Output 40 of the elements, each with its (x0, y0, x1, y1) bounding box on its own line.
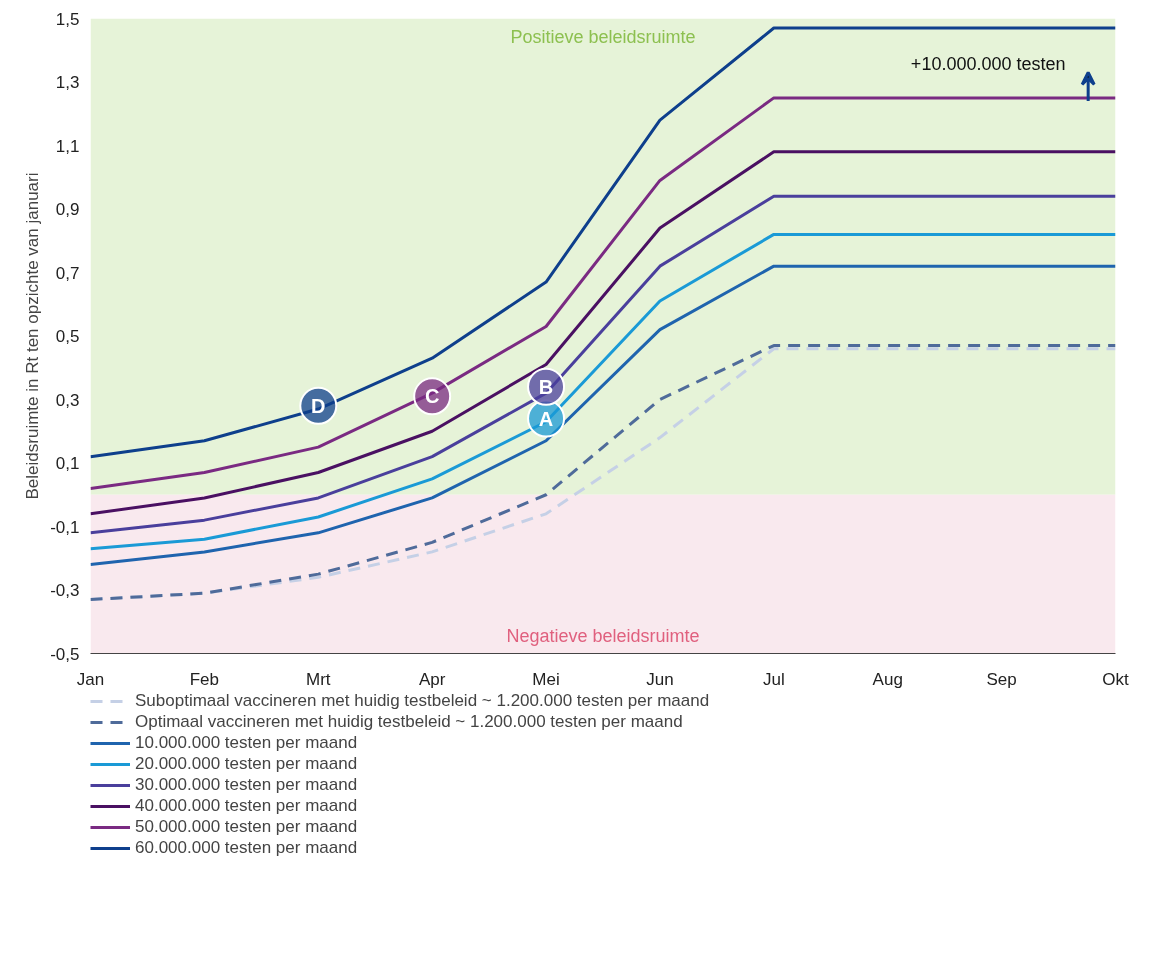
y-tick-label: 0,3 (55, 390, 80, 410)
y-tick-label: 0,7 (55, 263, 80, 283)
y-tick-label: -0,3 (50, 581, 80, 600)
x-tick-label: Okt (1102, 669, 1129, 689)
annotation: D (311, 394, 326, 417)
y-tick-label: -0,5 (50, 644, 80, 664)
y-axis-title: Beleidsruimte in Rt ten opzichte van januari (23, 172, 43, 500)
annotation: B (538, 375, 554, 398)
annotation: C (424, 385, 440, 408)
y-tick-label: -0,1 (50, 517, 80, 537)
y-tick-label: 1,3 (55, 73, 80, 92)
x-tick-label: Feb (189, 669, 220, 689)
x-tick-label: Sep (986, 669, 1017, 689)
x-tick-label: Aug (872, 669, 903, 689)
line-series (90, 194, 1116, 535)
legend-label: 10.000.000 testen per maand (135, 733, 358, 753)
line-series (90, 96, 1116, 490)
x-tick-label: Jan (76, 669, 105, 689)
legend-label: 50.000.000 testen per maand (135, 817, 358, 837)
y-tick-label: 0,5 (55, 327, 80, 346)
legend-label: 60.000.000 testen per maand (135, 838, 358, 858)
band-label: Positieve beleidsruimte (510, 26, 696, 47)
annotation: +10.000.000 testen (910, 53, 1066, 74)
line-series (90, 150, 1116, 516)
y-tick-label: 1,1 (55, 136, 80, 156)
legend-label: 20.000.000 testen per maand (135, 754, 358, 774)
x-tick-label: Apr (418, 669, 446, 689)
x-tick-label: Jul (762, 669, 785, 689)
legend-label: Suboptimaal vaccineren met huidig testbeleid ~ 1.200.000 testen per maand (135, 691, 710, 711)
legend-label: 30.000.000 testen per maand (135, 775, 358, 795)
y-tick-label: 0,9 (55, 200, 80, 219)
legend-label: 40.000.000 testen per maand (135, 796, 358, 816)
y-tick-label: 0,1 (55, 454, 80, 473)
x-tick-label: Jun (646, 669, 674, 689)
legend-label: Optimaal vaccineren met huidig testbeleid ~ 1.200.000 testen per maand (135, 712, 683, 732)
x-tick-label: Mrt (306, 669, 331, 689)
x-tick-label: Mei (532, 669, 560, 689)
y-tick-label: 1,5 (55, 9, 80, 29)
annotation: A (538, 407, 554, 430)
band-label: Negatieve beleidsruimte (506, 625, 700, 646)
